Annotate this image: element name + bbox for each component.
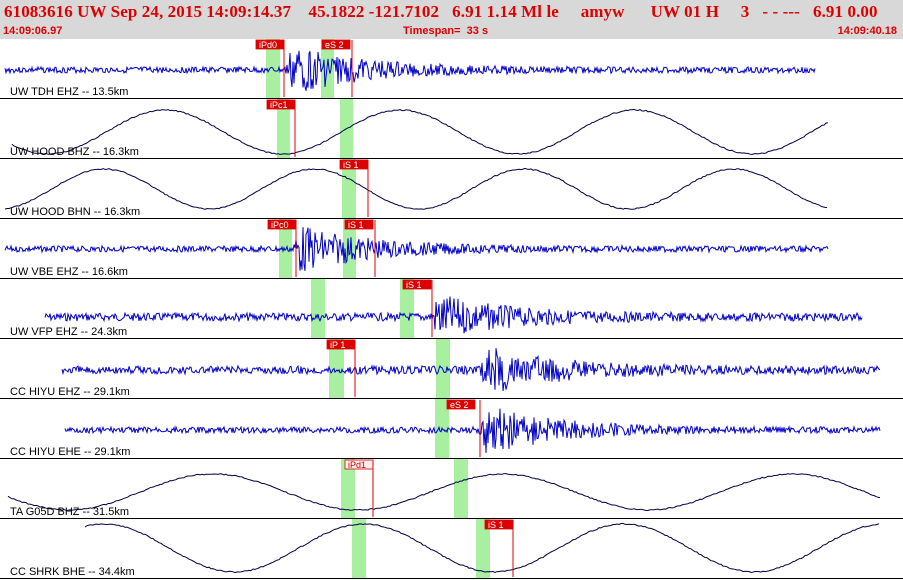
pick-flag bbox=[446, 399, 476, 410]
trace-row[interactable]: iPc1 UW HOOD BHZ -- 16.3km bbox=[0, 99, 903, 159]
pick-label: eS 2 bbox=[325, 40, 344, 50]
waveform bbox=[64, 408, 881, 453]
waveform bbox=[11, 108, 829, 156]
pick-window bbox=[352, 519, 366, 579]
waveform bbox=[4, 227, 829, 271]
pick-label: iS 1 bbox=[348, 220, 364, 230]
trace-label: UW VBE EHZ -- 16.6km bbox=[10, 266, 128, 278]
seismogram-panel[interactable]: iPd0 eS 2 UW TDH EHZ -- 13.5km iPc1 UW HOOD … bbox=[0, 39, 903, 580]
pick-window bbox=[311, 279, 325, 339]
trace-row[interactable]: iS 1 CC SHRK BHE -- 34.4km bbox=[0, 519, 903, 579]
pick-label: iPd1 bbox=[348, 460, 366, 470]
trace-label: UW HOOD BHZ -- 16.3km bbox=[10, 146, 139, 158]
pick-label: iS 1 bbox=[343, 160, 359, 170]
pick-label: iPd0 bbox=[259, 40, 277, 50]
pick-window bbox=[329, 339, 344, 399]
event-header: 61083616 UW Sep 24, 2015 14:09:14.37 45.… bbox=[0, 0, 903, 39]
pick-window bbox=[476, 519, 490, 579]
waveform bbox=[4, 50, 816, 91]
pick-window bbox=[321, 39, 334, 99]
waveform bbox=[44, 296, 863, 334]
trace-label: CC HIYU EHE -- 29.1km bbox=[10, 446, 130, 458]
pick-label: iPc1 bbox=[270, 100, 288, 110]
trace-row[interactable]: iPd1 TA G05D BHZ -- 31.5km bbox=[0, 459, 903, 519]
trace-label: UW VFP EHZ -- 24.3km bbox=[10, 326, 127, 338]
trace-row[interactable]: iS 1 UW VFP EHZ -- 24.3km bbox=[0, 279, 903, 339]
pick-label: iPc0 bbox=[271, 220, 289, 230]
pick-label: eS 2 bbox=[450, 400, 469, 410]
trace-row[interactable]: iS 1 UW HOOD BHN -- 16.3km bbox=[0, 159, 903, 219]
trace-label: CC HIYU EHZ -- 29.1km bbox=[10, 386, 130, 398]
pick-label: iP 1 bbox=[330, 340, 345, 350]
trace-row[interactable]: iPd0 eS 2 UW TDH EHZ -- 13.5km bbox=[0, 39, 903, 99]
pick-label: iS 1 bbox=[406, 280, 422, 290]
pick-window bbox=[277, 99, 290, 159]
pick-flag bbox=[344, 219, 374, 230]
trace-row[interactable]: iP 1 CC HIYU EHZ -- 29.1km bbox=[0, 339, 903, 399]
pick-flag bbox=[402, 279, 432, 290]
event-title: 61083616 UW Sep 24, 2015 14:09:14.37 45.… bbox=[4, 2, 878, 21]
pick-label: iS 1 bbox=[488, 520, 504, 530]
pick-window bbox=[341, 459, 355, 519]
waveform bbox=[4, 167, 828, 210]
pick-window bbox=[342, 159, 356, 219]
waveform bbox=[61, 348, 881, 391]
start-time: 14:09:06.97 bbox=[3, 25, 63, 37]
trace-label: CC SHRK BHE -- 34.4km bbox=[10, 566, 135, 578]
trace-row[interactable]: eS 2 CC HIYU EHE -- 29.1km bbox=[0, 399, 903, 459]
pick-window bbox=[454, 459, 468, 519]
pick-flag bbox=[321, 39, 351, 50]
trace-label: UW TDH EHZ -- 13.5km bbox=[10, 86, 128, 98]
end-time: 14:09:40.18 bbox=[837, 25, 897, 37]
waveform bbox=[7, 473, 881, 512]
timespan-label: Timespan= 33 s bbox=[403, 25, 489, 37]
trace-label: TA G05D BHZ -- 31.5km bbox=[10, 506, 129, 518]
pick-window bbox=[400, 279, 414, 339]
trace-label: UW HOOD BHN -- 16.3km bbox=[10, 206, 140, 218]
waveform bbox=[84, 522, 880, 574]
pick-window bbox=[343, 219, 356, 279]
trace-row[interactable]: iPc0 iS 1 UW VBE EHZ -- 16.6km bbox=[0, 219, 903, 279]
